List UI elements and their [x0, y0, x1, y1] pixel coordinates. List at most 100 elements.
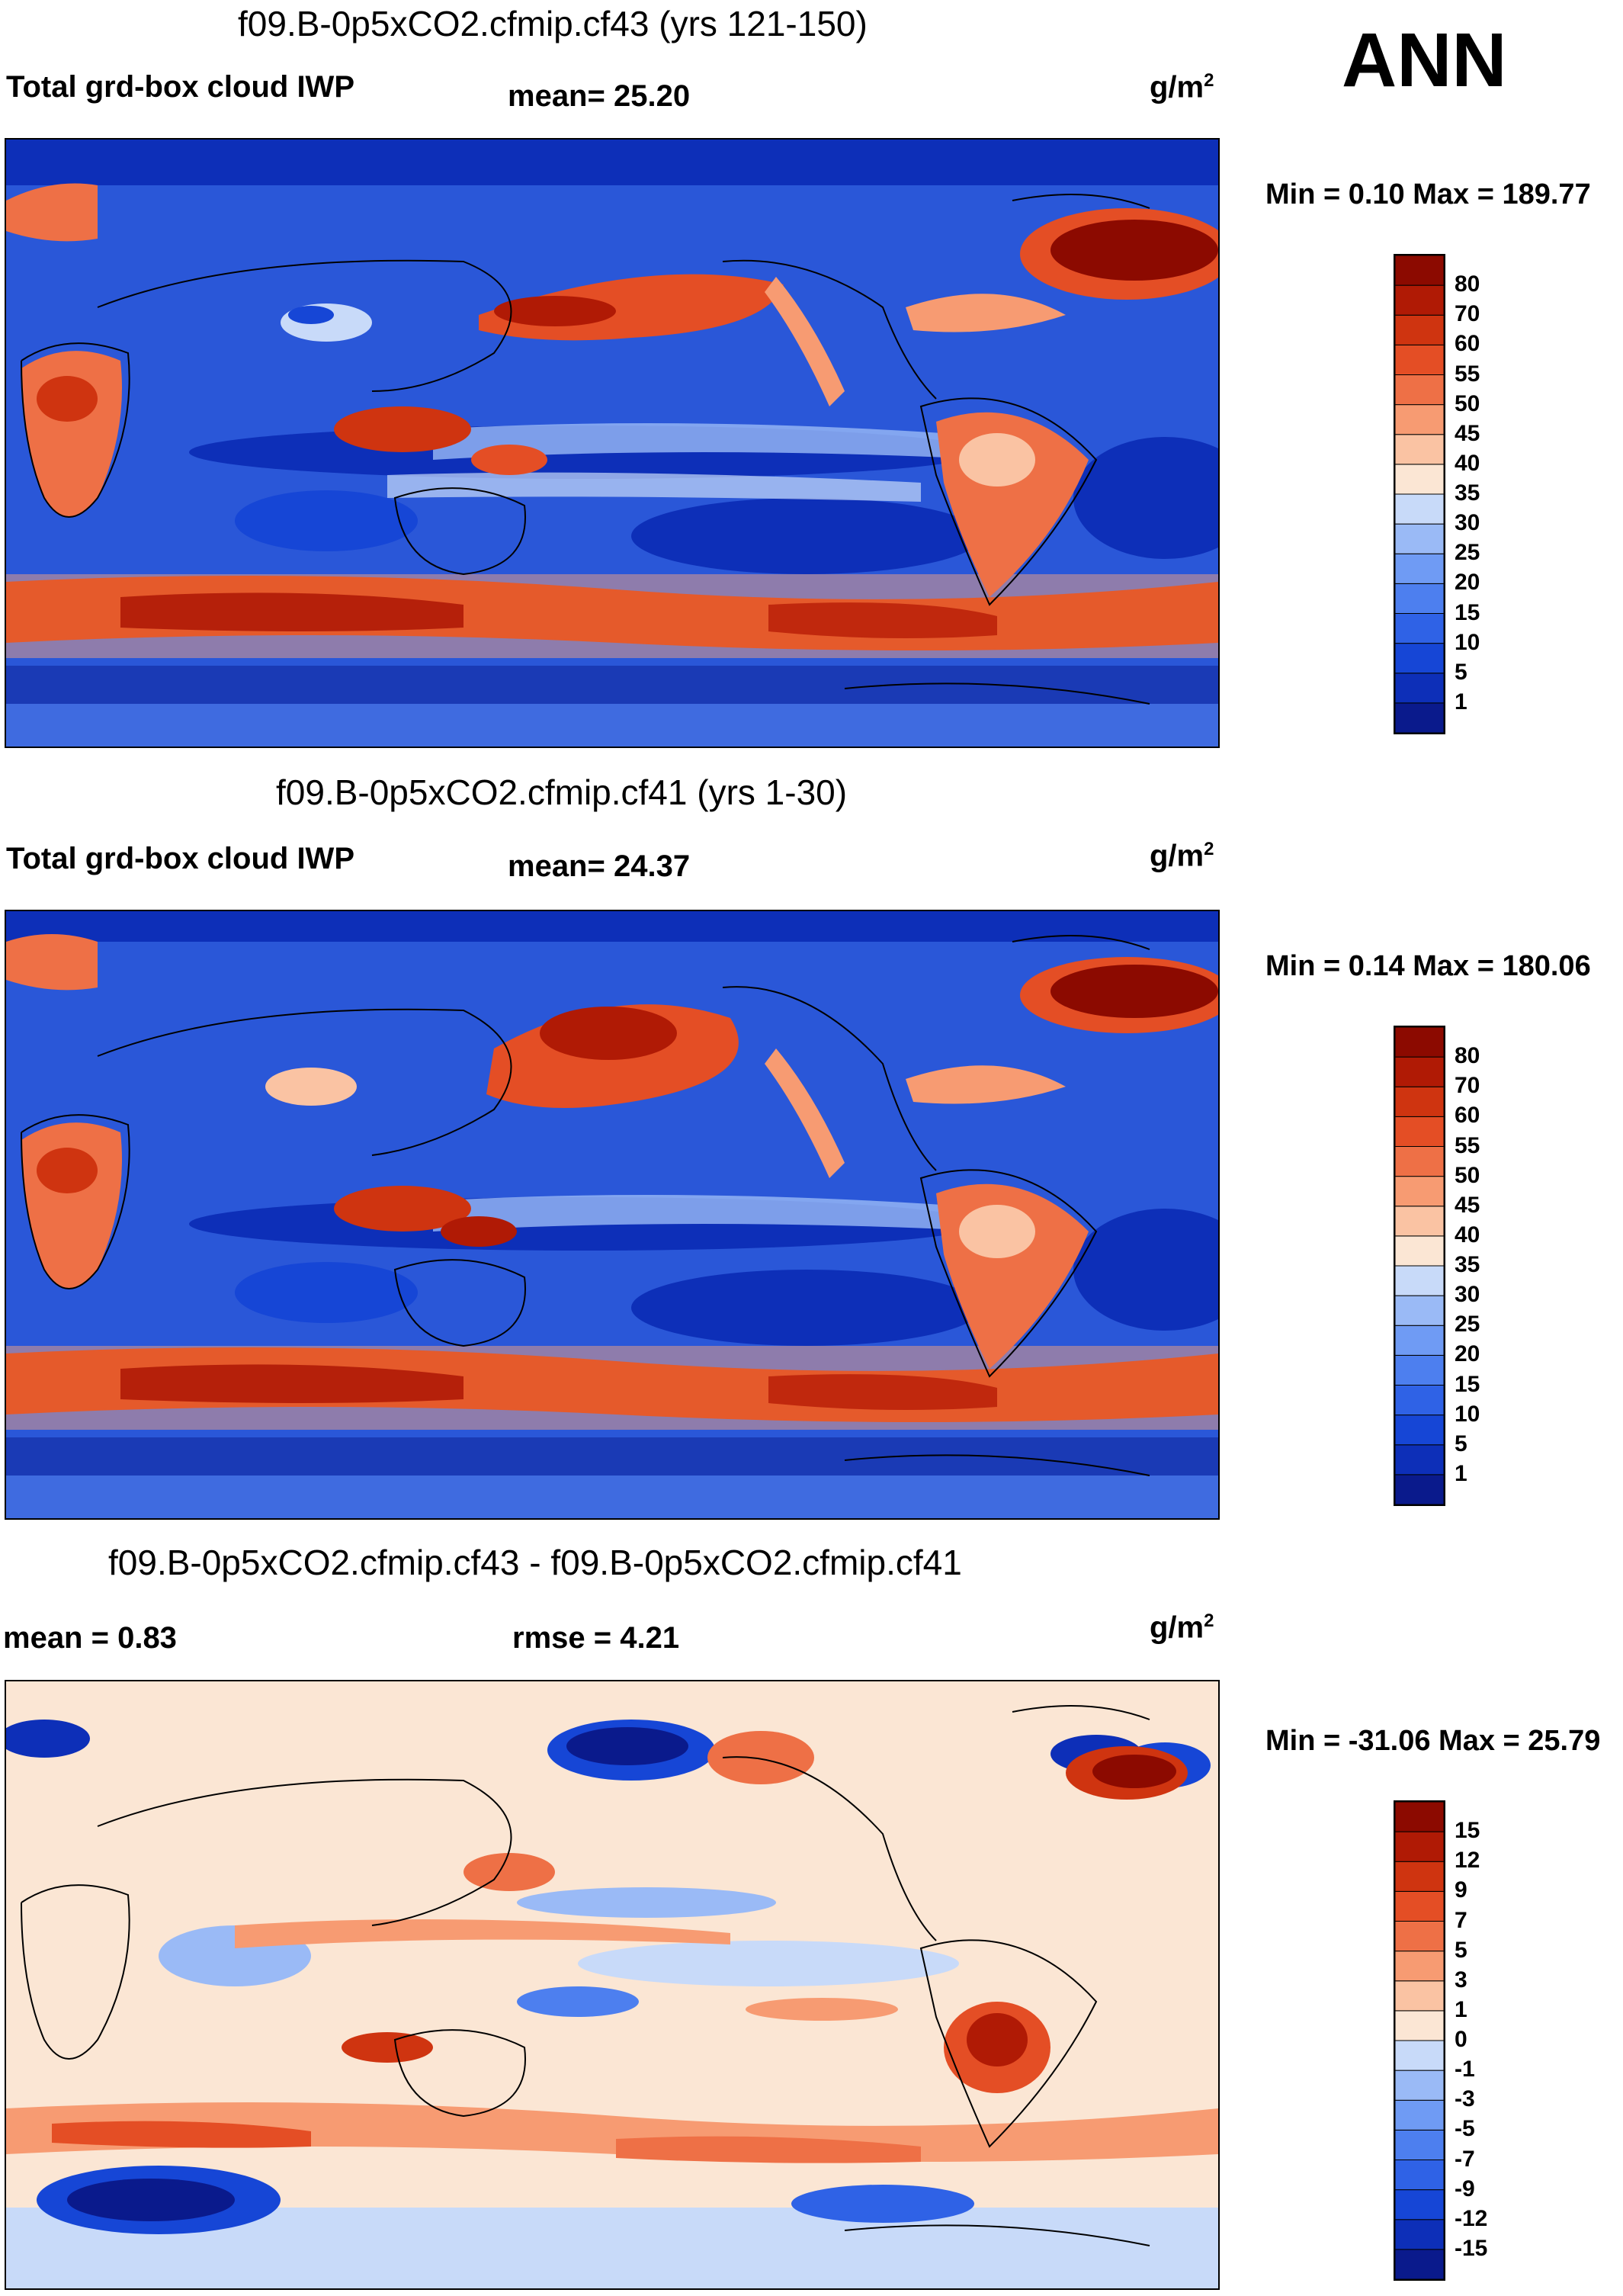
- colorbar-tick-label: 7: [1455, 1907, 1467, 1933]
- colorbar-tick-label: 25: [1455, 540, 1480, 566]
- colorbar-swatch: [1395, 2219, 1444, 2250]
- colorbar-swatch: [1395, 613, 1444, 644]
- colorbar-swatch: [1395, 344, 1444, 375]
- colorbar-tick-label: 55: [1455, 1132, 1480, 1158]
- colorbar-swatch: [1395, 2040, 1444, 2071]
- colorbar-tick-label: 50: [1455, 390, 1480, 416]
- colorbar-tick-label: -3: [1455, 2086, 1475, 2112]
- colorbar-tick-label: 1: [1455, 689, 1467, 714]
- colorbar-swatch: [1395, 1474, 1444, 1504]
- colorbar-tick-label: 20: [1455, 1341, 1480, 1367]
- panel-2-map: [5, 910, 1220, 1520]
- panel-3-colorbar: [1394, 1800, 1445, 2281]
- colorbar-swatch: [1395, 673, 1444, 704]
- colorbar-tick-label: 15: [1455, 599, 1480, 625]
- colorbar-tick-label: 80: [1455, 1043, 1480, 1069]
- colorbar-swatch: [1395, 284, 1444, 316]
- panel-1-minmax-label: Min = 0.10 Max = 189.77: [1265, 178, 1591, 210]
- colorbar-tick-label: 12: [1455, 1848, 1480, 1874]
- panel-2-mean-label: mean= 24.37: [508, 849, 691, 883]
- colorbar-tick-label: 10: [1455, 1401, 1480, 1427]
- colorbar-tick-label: 40: [1455, 450, 1480, 476]
- colorbar-swatch: [1395, 1027, 1444, 1058]
- colorbar-swatch: [1395, 2099, 1444, 2131]
- colorbar-tick-label: 70: [1455, 1073, 1480, 1099]
- colorbar-tick-label: 70: [1455, 301, 1480, 327]
- colorbar-swatch: [1395, 1295, 1444, 1326]
- colorbar-swatch: [1395, 583, 1444, 614]
- colorbar-tick-label: 5: [1455, 659, 1467, 685]
- colorbar-tick-label: -12: [1455, 2205, 1488, 2231]
- colorbar-swatch: [1395, 1176, 1444, 1207]
- colorbar-swatch: [1395, 1206, 1444, 1237]
- colorbar-tick-label: 9: [1455, 1877, 1467, 1903]
- colorbar-tick-label: 55: [1455, 361, 1480, 387]
- colorbar-tick-label: -9: [1455, 2176, 1475, 2201]
- colorbar-tick-label: 45: [1455, 420, 1480, 446]
- colorbar-tick-label: 15: [1455, 1371, 1480, 1397]
- panel-3-colorbar-ticks: -15 -12 -9 -7 -5 -3 -1 0 1 3 5 7 9 12 15: [1455, 1800, 1546, 2281]
- colorbar-swatch: [1395, 1354, 1444, 1386]
- colorbar-swatch: [1395, 1415, 1444, 1446]
- colorbar-swatch: [1395, 1056, 1444, 1087]
- panel-1-units-label: g/m2: [1150, 70, 1214, 104]
- panel-3-map: [5, 1680, 1220, 2290]
- colorbar-swatch: [1395, 404, 1444, 435]
- colorbar-tick-label: 20: [1455, 570, 1480, 596]
- colorbar-tick-label: 50: [1455, 1162, 1480, 1188]
- colorbar-tick-label: -15: [1455, 2235, 1488, 2261]
- colorbar-swatch: [1395, 1146, 1444, 1177]
- panel-2-map-canvas: [6, 911, 1218, 1518]
- panel-2-title: f09.B-0p5xCO2.cfmip.cf41 (yrs 1-30): [276, 772, 848, 812]
- panel-3-map-canvas: [6, 1681, 1218, 2288]
- panel-3-mean-label: mean = 0.83: [3, 1621, 177, 1655]
- colorbar-swatch: [1395, 374, 1444, 406]
- colorbar-tick-label: 0: [1455, 2027, 1467, 2052]
- colorbar-swatch: [1395, 1235, 1444, 1267]
- panel-1-map: [5, 138, 1220, 748]
- season-label: ANN: [1342, 18, 1507, 103]
- colorbar-tick-label: 60: [1455, 331, 1480, 357]
- colorbar-swatch: [1395, 314, 1444, 345]
- colorbar-swatch: [1395, 493, 1444, 525]
- colorbar-tick-label: 45: [1455, 1192, 1480, 1218]
- panel-2-colorbar-ticks: 1 5 10 15 20 25 30 35 40 45 50 55 60 70 80: [1455, 1026, 1546, 1506]
- panel-3-units-label: g/m2: [1150, 1610, 1214, 1645]
- colorbar-tick-label: 10: [1455, 629, 1480, 655]
- colorbar-swatch: [1395, 1921, 1444, 1952]
- panel-3-title: f09.B-0p5xCO2.cfmip.cf43 - f09.B-0p5xCO2…: [108, 1543, 962, 1582]
- colorbar-swatch: [1395, 523, 1444, 554]
- colorbar-tick-label: 35: [1455, 1252, 1480, 1277]
- colorbar-swatch: [1395, 464, 1444, 495]
- colorbar-swatch: [1395, 1385, 1444, 1416]
- colorbar-tick-label: 30: [1455, 510, 1480, 536]
- panel-2-variable-label: Total grd-box cloud IWP: [6, 842, 354, 875]
- panel-2-minmax-label: Min = 0.14 Max = 180.06: [1265, 950, 1591, 982]
- colorbar-tick-label: 5: [1455, 1431, 1467, 1456]
- panel-3-minmax-label: Min = -31.06 Max = 25.79: [1265, 1725, 1601, 1757]
- colorbar-swatch: [1395, 2129, 1444, 2160]
- colorbar-swatch: [1395, 1086, 1444, 1117]
- colorbar-swatch: [1395, 1861, 1444, 1892]
- colorbar-swatch: [1395, 2010, 1444, 2041]
- colorbar-swatch: [1395, 2070, 1444, 2101]
- panel-1-colorbar-ticks: 1 5 10 15 20 25 30 35 40 45 50 55 60 70 80: [1455, 254, 1546, 734]
- panel-1-map-canvas: [6, 140, 1218, 747]
- colorbar-swatch: [1395, 1980, 1444, 2012]
- colorbar-swatch: [1395, 1802, 1444, 1832]
- colorbar-swatch: [1395, 643, 1444, 674]
- colorbar-tick-label: -7: [1455, 2146, 1475, 2172]
- panel-2-colorbar-swatches: [1395, 1027, 1444, 1504]
- panel-1-mean-label: mean= 25.20: [508, 79, 691, 113]
- colorbar-swatch: [1395, 1890, 1444, 1922]
- colorbar-tick-label: 80: [1455, 271, 1480, 297]
- colorbar-tick-label: 40: [1455, 1222, 1480, 1248]
- colorbar-swatch: [1395, 434, 1444, 465]
- panel-3-colorbar-swatches: [1395, 1802, 1444, 2279]
- colorbar-swatch: [1395, 1831, 1444, 1862]
- colorbar-swatch: [1395, 1265, 1444, 1296]
- colorbar-tick-label: 5: [1455, 1937, 1467, 1963]
- colorbar-tick-label: 60: [1455, 1103, 1480, 1129]
- colorbar-swatch: [1395, 1444, 1444, 1476]
- colorbar-swatch: [1395, 553, 1444, 584]
